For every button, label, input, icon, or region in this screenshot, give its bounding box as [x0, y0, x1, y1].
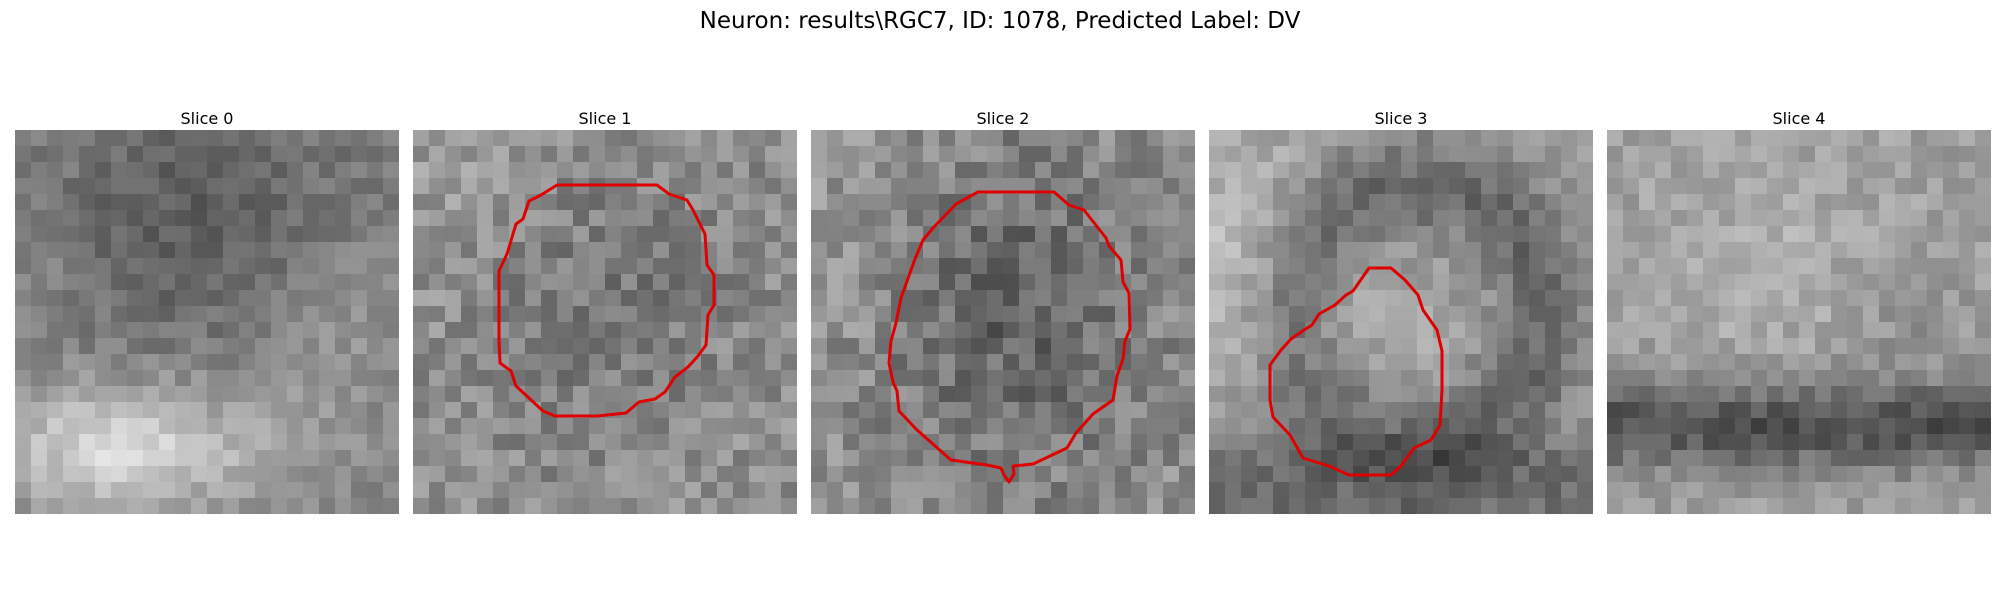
slice-image-2 [811, 130, 1195, 514]
figure-title: Neuron: results\RGC7, ID: 1078, Predicte… [699, 8, 1301, 34]
slice-image-4 [1607, 130, 1991, 514]
slice-title-4: Slice 4 [1772, 109, 1826, 128]
slice-image-0 [15, 130, 399, 514]
slice-panel-0: Slice 0 [15, 108, 399, 514]
slice-image-1 [413, 130, 797, 514]
contour-2 [887, 190, 1132, 484]
slice-title-3: Slice 3 [1374, 109, 1428, 128]
contour-3 [1268, 266, 1444, 477]
slice-title-1: Slice 1 [578, 109, 632, 128]
slice-panel-1: Slice 1 [413, 108, 797, 514]
slice-image-3 [1209, 130, 1593, 514]
slice-title-2: Slice 2 [976, 109, 1030, 128]
slice-panel-2: Slice 2 [811, 108, 1195, 514]
slice-panel-3: Slice 3 [1209, 108, 1593, 514]
contour-1 [497, 183, 716, 418]
slice-title-0: Slice 0 [180, 109, 234, 128]
slice-panel-4: Slice 4 [1607, 108, 1991, 514]
